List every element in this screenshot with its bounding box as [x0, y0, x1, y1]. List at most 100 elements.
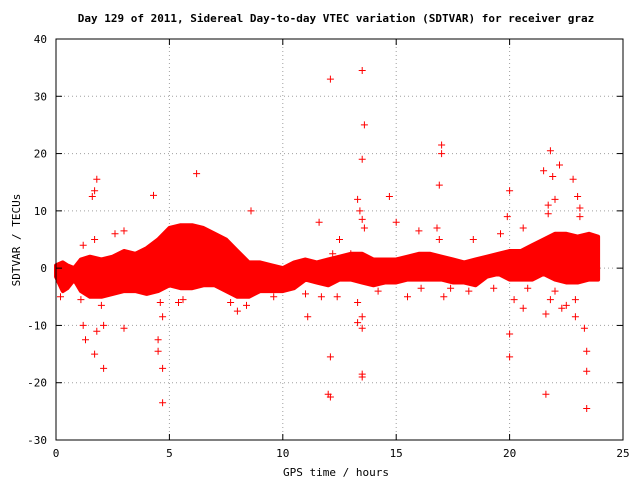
- y-tick-label: -10: [27, 319, 47, 332]
- outlier-point: [159, 364, 167, 372]
- outlier-point: [542, 310, 550, 318]
- outlier-point: [519, 304, 527, 312]
- outlier-point: [154, 336, 162, 344]
- dip-point: [374, 287, 382, 295]
- outlier-point: [354, 195, 362, 203]
- y-tick-labels: -30 -20 -10 0 10 20 30 40: [27, 33, 47, 447]
- dip-point: [558, 304, 566, 312]
- outlier-point: [159, 399, 167, 407]
- outlier-point: [150, 191, 157, 199]
- y-tick-label: 40: [34, 33, 47, 46]
- dip-point: [546, 296, 554, 304]
- outlier-point: [551, 195, 559, 203]
- outlier-point: [583, 367, 591, 375]
- outlier-point: [120, 324, 128, 332]
- dip-point: [333, 293, 341, 301]
- x-tick-label: 10: [276, 447, 289, 460]
- x-tick-label: 5: [166, 447, 173, 460]
- outlier-point: [469, 236, 477, 243]
- outlier-point: [154, 347, 162, 355]
- outlier-point: [91, 236, 99, 243]
- outlier-point: [329, 250, 337, 258]
- outlier-point: [315, 218, 323, 226]
- dip-point: [77, 296, 85, 304]
- axis-ticks: [55, 38, 624, 441]
- outlier-point: [356, 207, 364, 215]
- y-tick-label: -20: [27, 377, 47, 390]
- outlier-point: [438, 150, 446, 158]
- outlier-point: [497, 230, 504, 238]
- outlier-point: [542, 390, 550, 398]
- outlier-point: [556, 161, 563, 169]
- outlier-point: [506, 330, 514, 338]
- dip-point: [354, 299, 362, 306]
- y-tick-label: 20: [34, 148, 47, 161]
- outlier-point: [326, 75, 334, 83]
- x-tick-label: 25: [616, 447, 629, 460]
- outlier-point: [304, 313, 312, 321]
- outlier-point: [571, 313, 579, 321]
- outlier-point: [583, 347, 591, 355]
- y-tick-label: 10: [34, 205, 47, 218]
- data-points: [57, 67, 595, 412]
- outlier-point: [193, 170, 201, 178]
- outlier-point: [358, 324, 366, 332]
- outlier-point: [358, 215, 366, 223]
- outlier-point: [440, 293, 448, 301]
- outlier-point: [326, 353, 334, 361]
- outlier-point: [100, 364, 108, 372]
- outlier-point: [415, 227, 423, 235]
- outlier-point: [549, 173, 557, 180]
- dip-point: [175, 299, 182, 306]
- outlier-point: [91, 350, 99, 358]
- dip-point: [302, 290, 309, 298]
- dip-point: [270, 293, 278, 301]
- dip-point: [490, 284, 498, 292]
- outlier-point: [510, 296, 518, 304]
- outlier-point: [358, 67, 366, 74]
- outlier-point: [519, 224, 527, 232]
- x-axis-label: GPS time / hours: [283, 466, 389, 479]
- outlier-point: [546, 147, 554, 155]
- outlier-point: [576, 204, 584, 212]
- outlier-point: [417, 284, 425, 292]
- outlier-point: [336, 236, 343, 243]
- outlier-point: [326, 393, 334, 401]
- plot-frame: [55, 38, 624, 441]
- outlier-point: [233, 307, 241, 315]
- dip-point: [524, 284, 532, 292]
- outlier-point: [503, 213, 511, 221]
- outlier-point: [82, 336, 89, 344]
- dip-point: [156, 299, 164, 306]
- outlier-point: [506, 187, 514, 195]
- outlier-point: [438, 141, 446, 149]
- x-tick-label: 20: [503, 447, 516, 460]
- outlier-point: [576, 213, 584, 221]
- x-tick-label: 15: [390, 447, 403, 460]
- outlier-point: [247, 207, 255, 215]
- outlier-point: [540, 167, 548, 175]
- outlier-point: [360, 224, 368, 232]
- outlier-point: [404, 293, 411, 301]
- outlier-point: [392, 218, 400, 226]
- dip-point: [571, 296, 579, 304]
- outlier-point: [583, 405, 591, 412]
- outlier-point: [358, 373, 366, 381]
- outlier-point: [544, 210, 552, 218]
- outlier-point: [385, 193, 393, 200]
- outlier-point: [93, 327, 101, 335]
- y-tick-label: -30: [27, 434, 47, 447]
- dip-point: [447, 284, 455, 292]
- y-tick-label: 30: [34, 90, 47, 103]
- outlier-point: [433, 224, 441, 232]
- outlier-point: [574, 193, 582, 200]
- outlier-point: [159, 313, 167, 321]
- outlier-point: [435, 181, 443, 189]
- outlier-point: [79, 241, 87, 249]
- outlier-point: [100, 321, 108, 329]
- outlier-point: [580, 324, 588, 332]
- dip-point: [562, 301, 570, 309]
- dip-point: [227, 299, 235, 306]
- outlier-point: [347, 250, 355, 258]
- outlier-point: [93, 175, 101, 183]
